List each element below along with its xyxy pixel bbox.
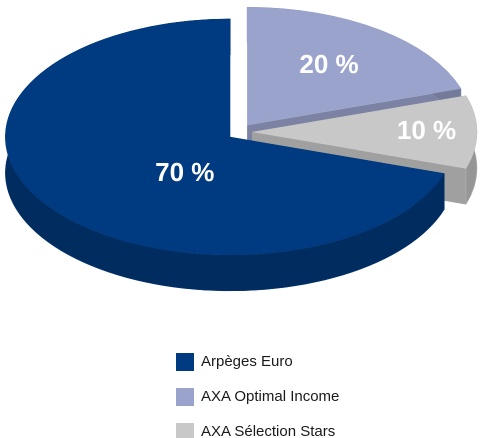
- legend-swatch: [176, 353, 194, 371]
- pie: 20 % 10 % 70 %: [5, 6, 478, 292]
- value-label: 20 %: [299, 49, 358, 79]
- legend: Arpèges Euro AXA Optimal Income AXA Sélect…: [176, 353, 339, 438]
- slice: [247, 7, 461, 126]
- legend-swatch: [176, 388, 194, 406]
- legend-label: AXA Sélection Stars: [201, 423, 335, 438]
- value-label: 70 %: [155, 157, 214, 187]
- legend-swatch: [176, 423, 194, 438]
- legend-label: AXA Optimal Income: [201, 388, 339, 405]
- slice: [252, 95, 478, 169]
- slice: [5, 18, 445, 255]
- value-label: 10 %: [397, 115, 456, 145]
- legend-label: Arpèges Euro: [201, 353, 293, 370]
